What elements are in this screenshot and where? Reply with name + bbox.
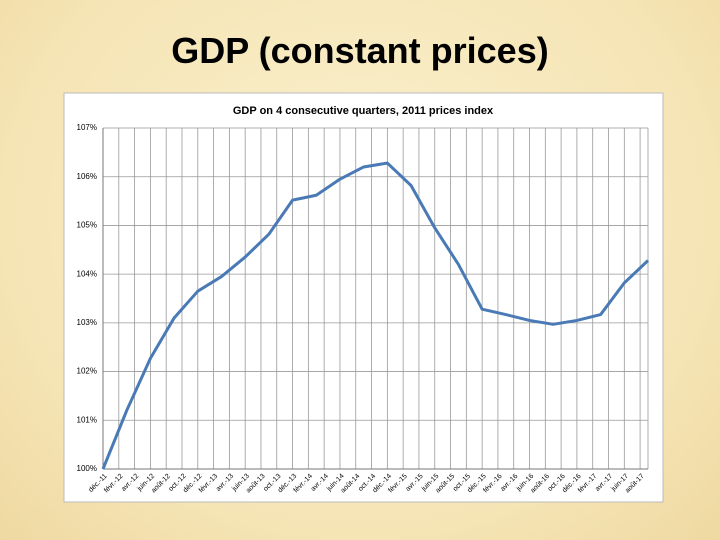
y-tick-label: 101% xyxy=(77,415,97,424)
y-tick-label: 107% xyxy=(77,123,97,132)
y-tick-label: 105% xyxy=(77,221,97,230)
data-line xyxy=(101,161,650,470)
slide-title: GDP (constant prices) xyxy=(171,30,549,71)
y-tick-label: 100% xyxy=(77,464,97,473)
y-tick-label: 103% xyxy=(77,318,97,327)
chart-frame xyxy=(63,92,664,503)
y-tick-label: 104% xyxy=(77,269,97,278)
y-tick-label: 102% xyxy=(77,367,97,376)
y-tick-label: 106% xyxy=(77,172,97,181)
chart-title: GDP on 4 consecutive quarters, 2011 pric… xyxy=(233,105,494,117)
